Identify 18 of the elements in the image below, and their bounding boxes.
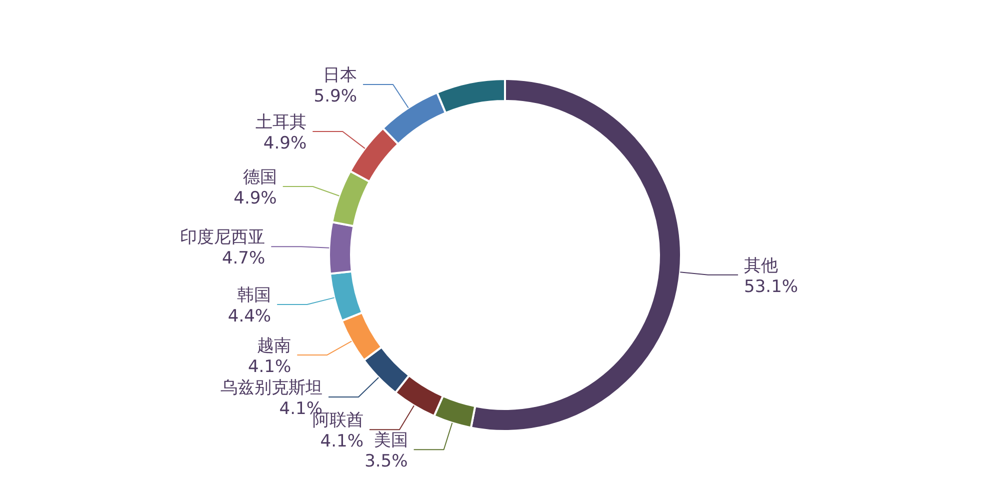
slice-label: 其他 (744, 256, 778, 276)
data-label: 4.4% (228, 306, 272, 326)
data-label: 53.1% (744, 276, 798, 297)
slice-label: 越南 (257, 336, 292, 356)
slice-label: 美国 (374, 430, 408, 451)
data-label: 5.9% (314, 86, 357, 106)
slice-label: 印度尼西亚 (180, 228, 266, 248)
slice-label: 韩国 (237, 285, 272, 306)
data-label: 4.1% (248, 356, 292, 377)
data-label: 4.9% (234, 188, 277, 208)
slice-label: 德国 (242, 168, 277, 188)
data-label: 4.1% (320, 432, 364, 452)
slice-label: 乌兹别克斯坦 (220, 378, 322, 398)
slice-label: 土耳其 (256, 112, 307, 132)
slice-label: 日本 (323, 65, 357, 86)
data-label: 4.9% (263, 133, 307, 154)
data-label: 4.7% (222, 248, 266, 269)
data-label: 3.5% (364, 452, 408, 472)
